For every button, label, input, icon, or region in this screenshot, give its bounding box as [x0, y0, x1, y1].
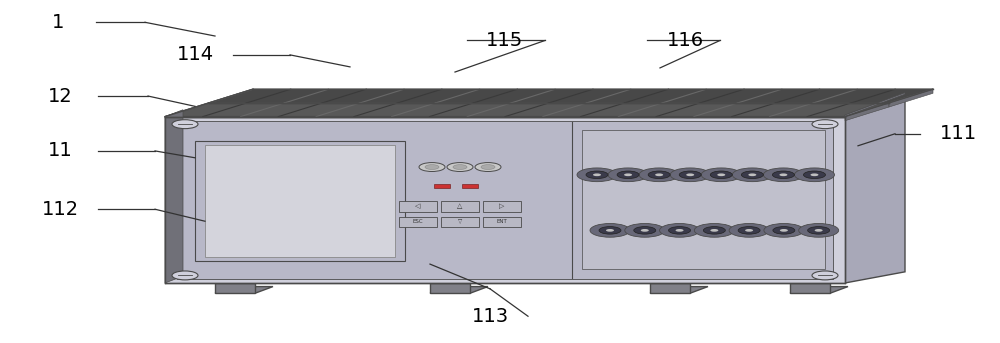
Circle shape [634, 227, 656, 234]
Circle shape [419, 163, 445, 172]
Text: ◁: ◁ [415, 203, 421, 210]
Circle shape [669, 227, 691, 234]
Polygon shape [845, 94, 905, 283]
Circle shape [172, 120, 198, 129]
Circle shape [738, 227, 760, 234]
Circle shape [425, 165, 439, 169]
Polygon shape [483, 217, 521, 227]
Polygon shape [790, 283, 830, 293]
Text: ▷: ▷ [499, 203, 505, 210]
Text: △: △ [457, 203, 463, 210]
Text: 115: 115 [486, 31, 524, 50]
Circle shape [748, 174, 756, 176]
Circle shape [780, 229, 788, 232]
Polygon shape [399, 201, 437, 212]
Circle shape [453, 165, 467, 169]
Circle shape [808, 227, 830, 234]
Circle shape [810, 174, 818, 176]
Polygon shape [399, 217, 437, 227]
Circle shape [172, 271, 198, 280]
Circle shape [773, 227, 795, 234]
Polygon shape [430, 287, 488, 293]
Circle shape [639, 168, 679, 182]
Circle shape [676, 229, 684, 232]
Circle shape [763, 168, 803, 182]
Text: 11: 11 [48, 141, 72, 161]
Circle shape [745, 229, 753, 232]
Circle shape [686, 174, 694, 176]
Polygon shape [205, 145, 395, 257]
Circle shape [624, 174, 632, 176]
Circle shape [590, 224, 630, 237]
Circle shape [799, 224, 839, 237]
Circle shape [812, 120, 838, 129]
Circle shape [660, 224, 700, 237]
Circle shape [815, 229, 823, 232]
Circle shape [475, 163, 501, 172]
Polygon shape [889, 89, 933, 107]
Polygon shape [209, 89, 933, 103]
Circle shape [694, 224, 734, 237]
Circle shape [679, 171, 701, 179]
Polygon shape [441, 217, 479, 227]
Circle shape [606, 229, 614, 232]
Text: 114: 114 [176, 45, 214, 64]
Circle shape [670, 168, 710, 182]
Text: 116: 116 [666, 31, 704, 50]
Text: ▽: ▽ [458, 220, 462, 224]
Circle shape [701, 168, 741, 182]
Polygon shape [430, 283, 470, 293]
Bar [434, 184, 450, 188]
Polygon shape [215, 287, 273, 293]
Circle shape [779, 174, 787, 176]
Polygon shape [582, 130, 825, 269]
Circle shape [577, 168, 617, 182]
Text: 111: 111 [939, 124, 977, 143]
Text: ENT: ENT [497, 220, 507, 224]
Polygon shape [650, 283, 690, 293]
Polygon shape [790, 287, 848, 293]
Polygon shape [177, 121, 833, 279]
Circle shape [803, 171, 825, 179]
Text: ESC: ESC [413, 220, 423, 224]
Circle shape [794, 168, 834, 182]
Bar [462, 184, 478, 188]
Polygon shape [441, 201, 479, 212]
Circle shape [764, 224, 804, 237]
Text: 12: 12 [48, 86, 72, 106]
Circle shape [717, 174, 725, 176]
Circle shape [599, 227, 621, 234]
Circle shape [586, 171, 608, 179]
Circle shape [625, 224, 665, 237]
Circle shape [641, 229, 649, 232]
Circle shape [710, 229, 718, 232]
Circle shape [729, 224, 769, 237]
Circle shape [593, 174, 601, 176]
Circle shape [608, 168, 648, 182]
Circle shape [655, 174, 663, 176]
Text: 1: 1 [52, 13, 64, 32]
Text: 113: 113 [471, 307, 509, 326]
Text: 112: 112 [41, 200, 79, 219]
Circle shape [732, 168, 772, 182]
Polygon shape [650, 287, 708, 293]
Polygon shape [165, 117, 845, 283]
Circle shape [703, 227, 725, 234]
Polygon shape [845, 103, 889, 121]
Circle shape [812, 271, 838, 280]
Circle shape [617, 171, 639, 179]
Polygon shape [845, 93, 905, 117]
Circle shape [772, 171, 794, 179]
Polygon shape [195, 141, 405, 261]
Circle shape [710, 171, 732, 179]
Polygon shape [215, 283, 255, 293]
Circle shape [741, 171, 763, 179]
Polygon shape [483, 201, 521, 212]
Circle shape [648, 171, 670, 179]
Polygon shape [165, 103, 889, 117]
Polygon shape [165, 110, 183, 283]
Circle shape [481, 165, 495, 169]
Circle shape [447, 163, 473, 172]
